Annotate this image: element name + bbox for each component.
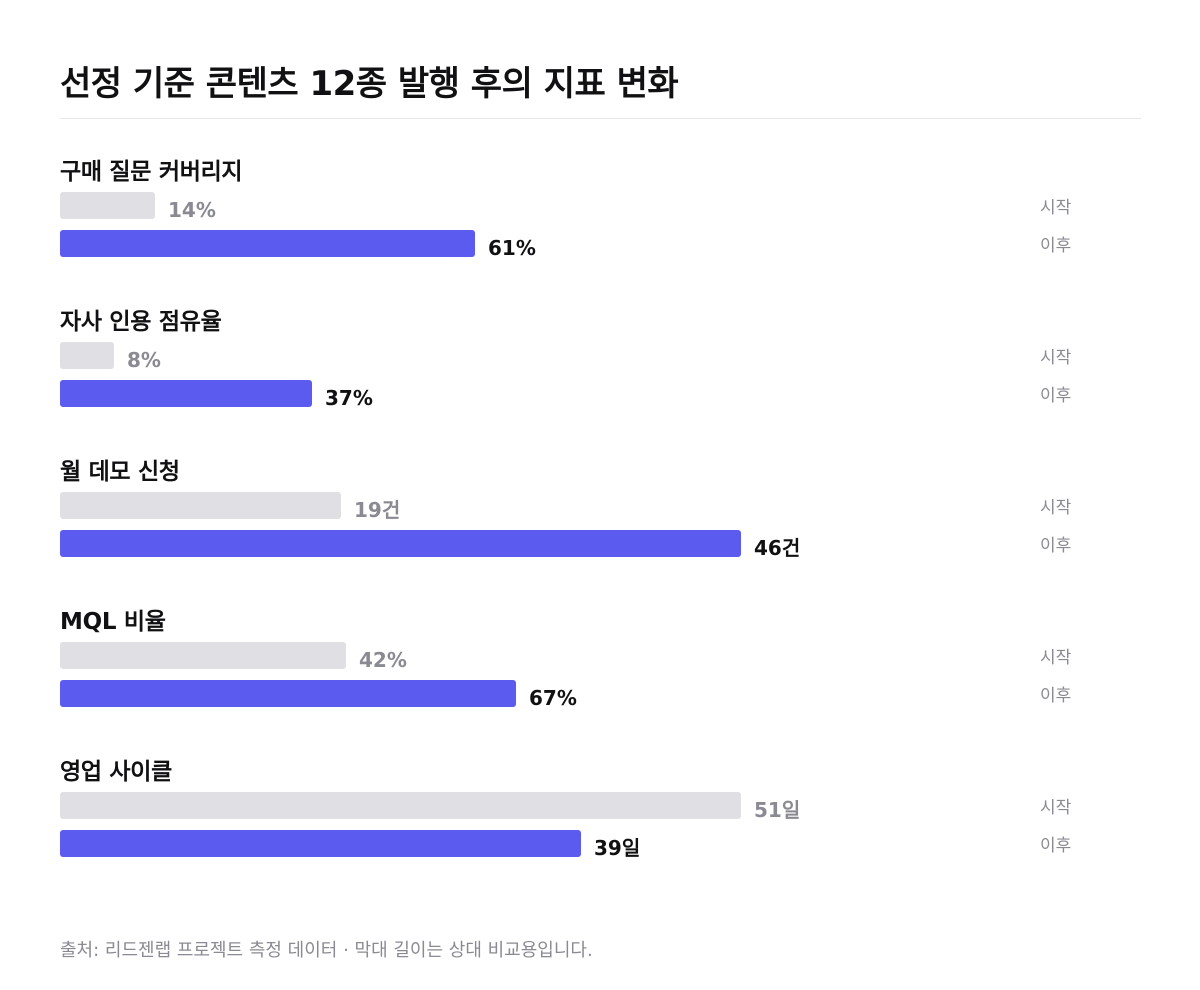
bar-after bbox=[60, 530, 741, 557]
value-label-after: 39일 bbox=[594, 836, 641, 860]
chart-title: 선정 기준 콘텐츠 12종 발행 후의 지표 변화 bbox=[60, 64, 679, 104]
bar-before bbox=[60, 792, 741, 819]
value-label-after: 61% bbox=[488, 236, 536, 260]
bar-before bbox=[60, 492, 341, 519]
metric-label: 영업 사이클 bbox=[60, 759, 173, 785]
value-label-before: 14% bbox=[168, 198, 216, 222]
row-tag-after: 이후 bbox=[1040, 836, 1072, 856]
bar-before bbox=[60, 192, 155, 219]
row-tag-before: 시작 bbox=[1040, 798, 1072, 818]
row-tag-after: 이후 bbox=[1040, 686, 1072, 706]
source-note: 출처: 리드젠랩 프로젝트 측정 데이터 · 막대 길이는 상대 비교용입니다. bbox=[60, 940, 593, 961]
value-label-before: 51일 bbox=[754, 798, 801, 822]
title-divider bbox=[60, 118, 1141, 119]
metric-label: MQL 비율 bbox=[60, 609, 166, 635]
bar-after bbox=[60, 380, 312, 407]
bar-before bbox=[60, 342, 114, 369]
value-label-after: 37% bbox=[325, 386, 373, 410]
value-label-after: 67% bbox=[529, 686, 577, 710]
row-tag-before: 시작 bbox=[1040, 648, 1072, 668]
bar-after bbox=[60, 830, 581, 857]
row-tag-before: 시작 bbox=[1040, 498, 1072, 518]
metrics-chart: 구매 질문 커버리지 14% 시작 61% 이후 자사 인용 점유율 8% 시작 37% 이후 월 … bbox=[60, 159, 1072, 860]
metric-label: 구매 질문 커버리지 bbox=[60, 159, 243, 185]
metric-label: 자사 인용 점유율 bbox=[60, 309, 222, 335]
bar-after bbox=[60, 680, 516, 707]
row-tag-before: 시작 bbox=[1040, 348, 1072, 368]
row-tag-after: 이후 bbox=[1040, 236, 1072, 256]
row-tag-before: 시작 bbox=[1040, 198, 1072, 218]
value-label-before: 42% bbox=[359, 648, 407, 672]
value-label-before: 8% bbox=[127, 348, 161, 372]
value-label-before: 19건 bbox=[354, 498, 401, 522]
bar-before bbox=[60, 642, 346, 669]
bar-after bbox=[60, 230, 475, 257]
value-label-after: 46건 bbox=[754, 536, 801, 560]
metric-label: 월 데모 신청 bbox=[60, 459, 180, 485]
row-tag-after: 이후 bbox=[1040, 386, 1072, 406]
row-tag-after: 이후 bbox=[1040, 536, 1072, 556]
